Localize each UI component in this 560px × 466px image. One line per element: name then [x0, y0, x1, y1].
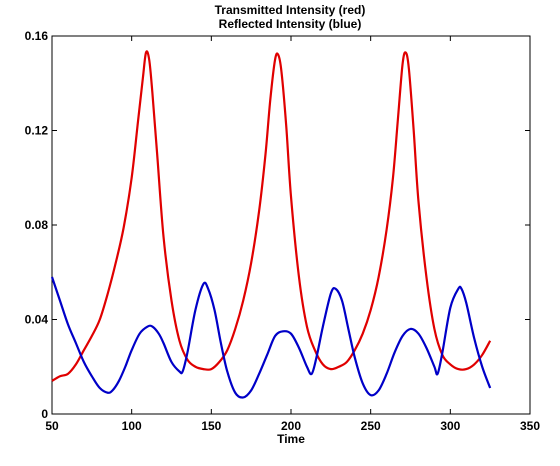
x-tick-label: 250 — [361, 419, 381, 433]
series-line-1 — [51, 50, 492, 382]
chart-title: Transmitted Intensity (red) — [215, 3, 366, 17]
x-axis-label: Time — [277, 432, 305, 446]
series-line-2 — [50, 276, 492, 399]
ticks-layer: 50 100 150 200 250 300 350 0 0.04 0.08 0.12 0.16 — [25, 29, 541, 433]
series-layer — [50, 50, 492, 399]
y-tick-label: 0.16 — [25, 29, 49, 43]
x-tick-label: 150 — [201, 419, 221, 433]
y-tick-label: 0 — [41, 407, 48, 421]
y-tick-label: 0.12 — [25, 124, 49, 138]
x-tick-label: 100 — [122, 419, 142, 433]
y-tick-label: 0.04 — [25, 313, 49, 327]
x-tick-label: 200 — [281, 419, 301, 433]
x-tick-label: 300 — [440, 419, 460, 433]
x-tick-label: 350 — [520, 419, 540, 433]
chart-subtitle: Reflected Intensity (blue) — [219, 17, 362, 31]
x-tick-label: 50 — [45, 419, 59, 433]
y-tick-label: 0.08 — [25, 218, 49, 232]
